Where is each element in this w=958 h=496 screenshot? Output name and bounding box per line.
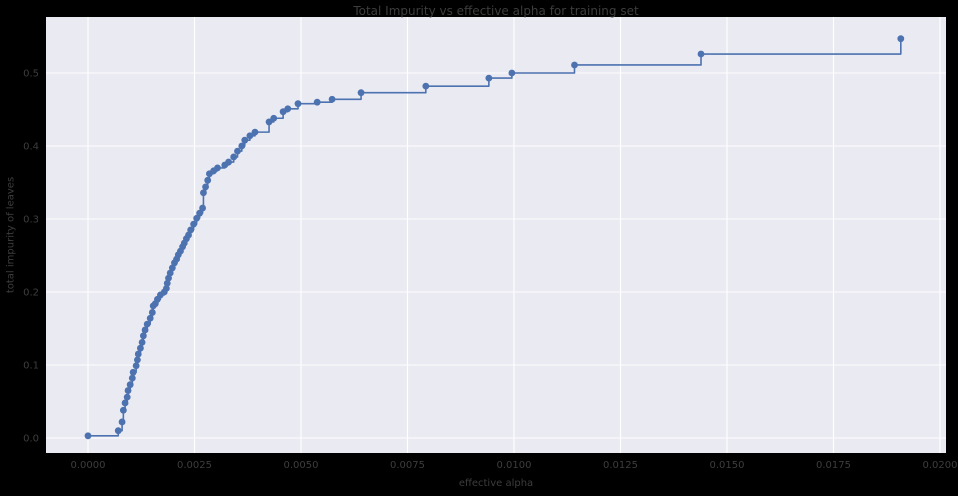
y-tick-label: 0.3 bbox=[23, 215, 39, 226]
data-point-marker bbox=[251, 128, 259, 136]
data-point-marker bbox=[200, 189, 207, 197]
data-point-marker bbox=[146, 314, 154, 322]
y-tick-label: 0.0 bbox=[23, 434, 39, 445]
data-point-marker bbox=[193, 214, 201, 222]
y-tick-label: 0.1 bbox=[23, 361, 39, 372]
data-point-marker bbox=[139, 332, 147, 340]
data-point-marker bbox=[114, 427, 122, 435]
data-point-marker bbox=[148, 309, 156, 316]
chart-title: Total Impurity vs effective alpha for tr… bbox=[353, 4, 639, 18]
data-point-marker bbox=[241, 136, 249, 144]
data-point-marker bbox=[246, 132, 254, 140]
data-point-marker bbox=[238, 142, 246, 150]
data-point-marker bbox=[138, 338, 146, 346]
data-point-marker bbox=[485, 74, 493, 82]
x-tick-label: 0.0150 bbox=[710, 460, 745, 471]
data-point-marker bbox=[328, 95, 336, 103]
data-point-marker bbox=[265, 118, 273, 126]
x-tick-label: 0.0125 bbox=[603, 460, 638, 471]
data-point-marker bbox=[168, 264, 176, 272]
data-point-marker bbox=[134, 350, 142, 358]
data-point-marker bbox=[128, 374, 136, 382]
data-point-marker bbox=[230, 153, 238, 161]
data-point-marker bbox=[897, 35, 905, 43]
x-tick-label: 0.0100 bbox=[497, 460, 532, 471]
data-point-marker bbox=[185, 231, 192, 239]
data-point-marker bbox=[357, 89, 365, 97]
data-point-marker bbox=[508, 69, 516, 77]
y-tick-label: 0.2 bbox=[23, 288, 39, 299]
data-point-marker bbox=[136, 344, 144, 352]
data-point-marker bbox=[129, 368, 137, 376]
data-point-marker bbox=[196, 209, 204, 217]
data-point-marker bbox=[163, 279, 171, 287]
data-point-marker bbox=[132, 362, 140, 370]
data-point-marker bbox=[190, 220, 198, 228]
x-tick-label: 0.0000 bbox=[71, 460, 106, 471]
data-point-marker bbox=[571, 61, 578, 69]
data-point-marker bbox=[143, 320, 151, 328]
plot-background bbox=[46, 17, 946, 453]
data-point-marker bbox=[270, 114, 278, 122]
data-point-marker bbox=[121, 399, 129, 407]
x-tick-label: 0.0175 bbox=[816, 460, 851, 471]
y-tick-label: 0.4 bbox=[23, 142, 39, 153]
data-point-marker bbox=[234, 147, 241, 155]
data-point-marker bbox=[202, 183, 209, 191]
x-tick-label: 0.0050 bbox=[284, 460, 319, 471]
data-point-marker bbox=[422, 82, 430, 90]
data-point-marker bbox=[225, 158, 232, 166]
data-point-marker bbox=[284, 105, 292, 113]
data-point-marker bbox=[124, 387, 132, 394]
data-point-marker bbox=[126, 381, 134, 389]
x-tick-label: 0.0025 bbox=[177, 460, 212, 471]
x-tick-label: 0.0200 bbox=[923, 460, 958, 471]
x-tick-label: 0.0075 bbox=[390, 460, 425, 471]
data-point-marker bbox=[141, 326, 149, 334]
data-point-marker bbox=[119, 406, 127, 414]
y-axis-label: total impurity of leaves bbox=[5, 176, 17, 294]
data-point-marker bbox=[294, 100, 302, 108]
data-point-marker bbox=[214, 164, 221, 172]
data-point-marker bbox=[199, 204, 206, 212]
x-axis-label: effective alpha bbox=[458, 478, 534, 489]
data-point-marker bbox=[166, 269, 174, 277]
data-point-marker bbox=[204, 176, 212, 184]
data-point-marker bbox=[118, 418, 126, 426]
data-point-marker bbox=[697, 50, 705, 58]
data-point-marker bbox=[165, 274, 172, 282]
data-point-marker bbox=[134, 356, 141, 364]
data-point-marker bbox=[313, 98, 321, 106]
data-point-marker bbox=[187, 226, 195, 234]
data-point-marker bbox=[123, 393, 131, 401]
data-point-marker bbox=[162, 284, 170, 292]
y-tick-label: 0.5 bbox=[23, 69, 39, 80]
data-point-marker bbox=[84, 432, 92, 440]
